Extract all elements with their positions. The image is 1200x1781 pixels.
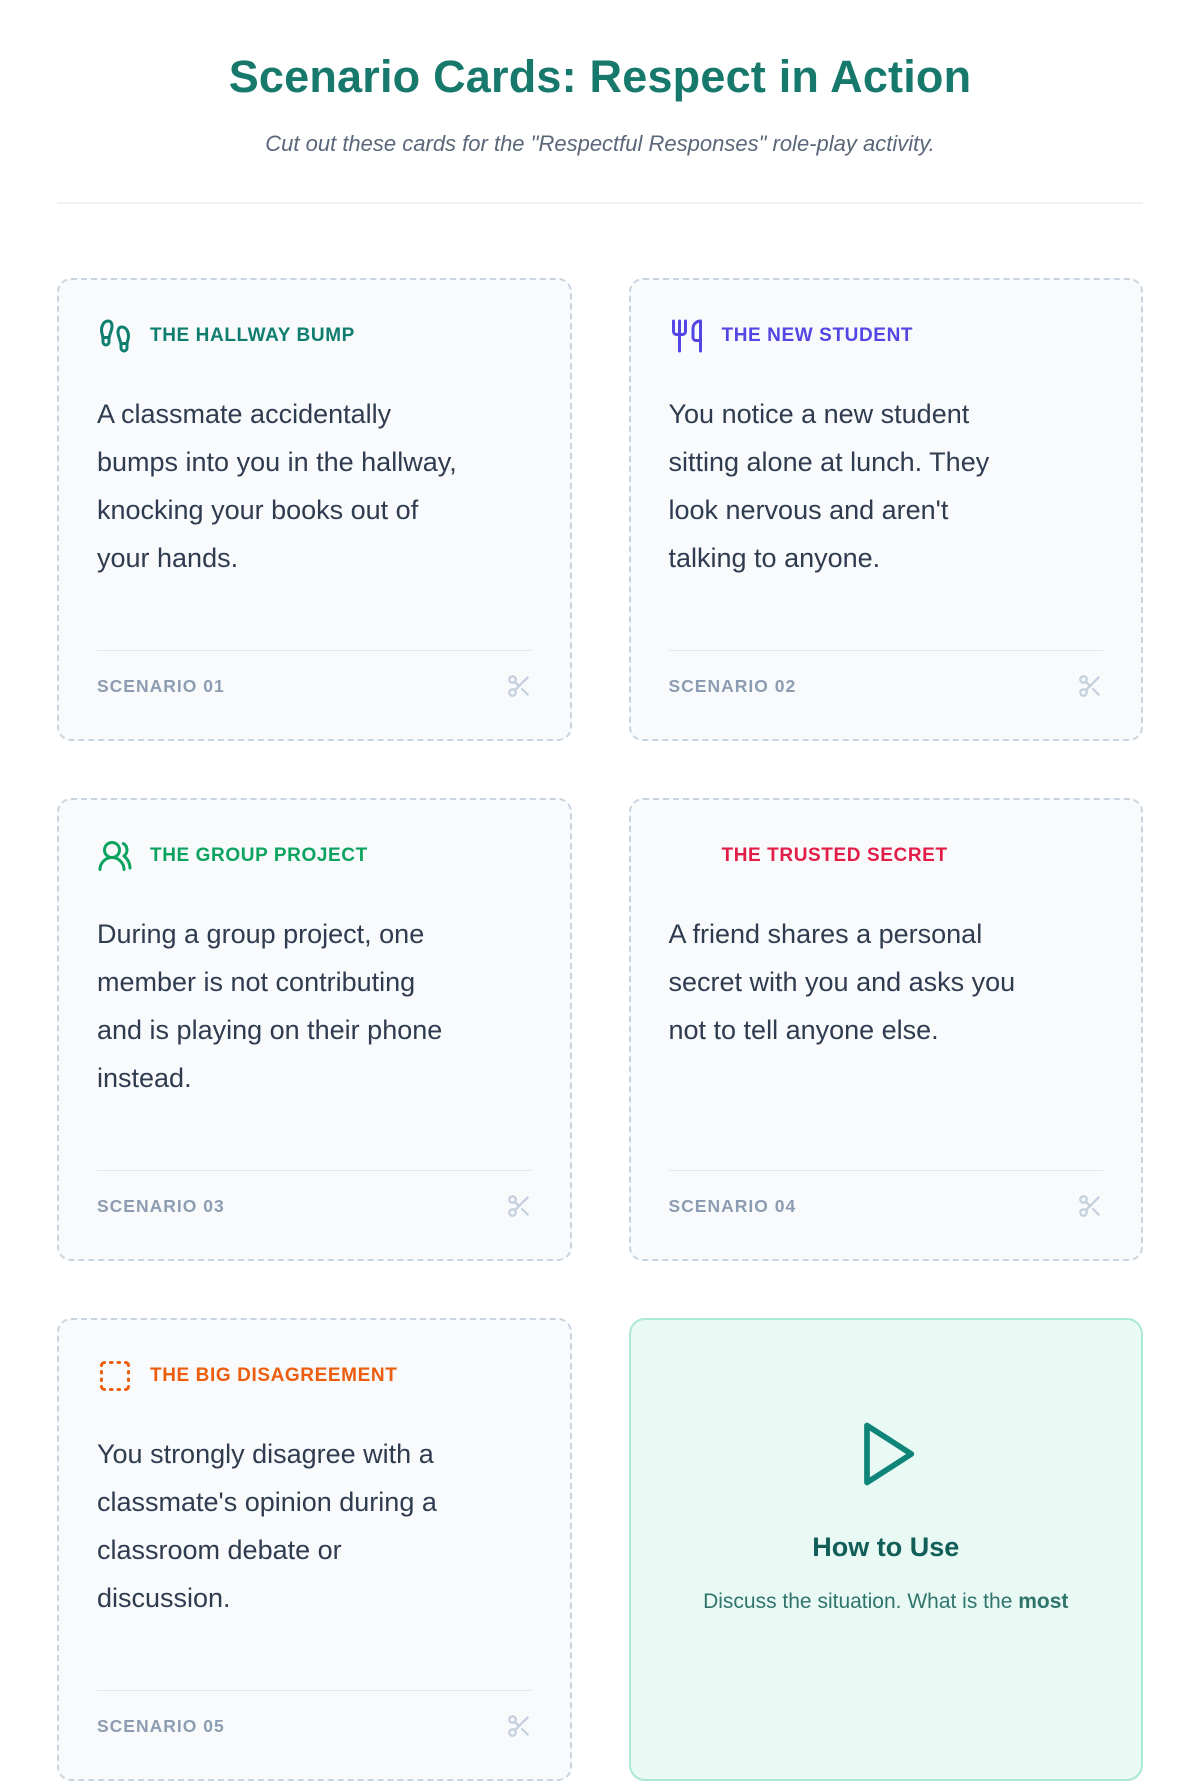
- card-footer: SCENARIO 05: [97, 1690, 532, 1739]
- empty-icon-slot: [669, 838, 705, 874]
- card-header: THE NEW STUDENT: [669, 318, 1104, 354]
- scenario-label: SCENARIO 01: [97, 675, 225, 696]
- card-title: THE TRUSTED SECRET: [721, 845, 948, 866]
- card-title: THE GROUP PROJECT: [150, 845, 368, 866]
- card-header: THE TRUSTED SECRET: [669, 838, 1104, 874]
- howto-body-prefix: Discuss the situation. What is the: [703, 1590, 1019, 1613]
- card-body-text: During a group project, one member is no…: [97, 919, 443, 1093]
- card-footer: SCENARIO 04: [668, 1170, 1103, 1219]
- users-icon: [97, 838, 133, 874]
- page-header: Scenario Cards: Respect in Action Cut ou…: [57, 0, 1143, 204]
- card-title: THE BIG DISAGREEMENT: [150, 1365, 398, 1386]
- howto-title: How to Use: [812, 1532, 960, 1562]
- utensils-icon: [669, 318, 705, 354]
- card-footer: SCENARIO 01: [97, 650, 532, 699]
- scissors-icon: [506, 1713, 532, 1739]
- card-header: THE GROUP PROJECT: [97, 838, 532, 874]
- card-footer: SCENARIO 02: [668, 650, 1103, 699]
- card-header: THE HALLWAY BUMP: [97, 318, 532, 354]
- card-footer: SCENARIO 03: [97, 1170, 532, 1219]
- card-title: THE NEW STUDENT: [721, 325, 914, 346]
- howto-body-text: Discuss the situation. What is the most: [703, 1586, 1068, 1618]
- scissors-icon: [1077, 673, 1103, 699]
- card-body-text: A classmate accidentally bumps into you …: [97, 399, 457, 573]
- card-title: THE HALLWAY BUMP: [150, 325, 355, 346]
- card-body-text: You notice a new student sitting alone a…: [668, 399, 990, 573]
- footprints-icon: [97, 318, 133, 354]
- scissors-icon: [506, 1193, 532, 1219]
- scenario-card-trusted-secret: THE TRUSTED SECRET A friend shares a per…: [628, 798, 1143, 1261]
- scenario-card-group-project: THE GROUP PROJECT During a group project…: [57, 798, 572, 1261]
- scissors-icon: [506, 673, 532, 699]
- card-grid: THE HALLWAY BUMP A classmate accidentall…: [57, 278, 1143, 1781]
- scenario-label: SCENARIO 04: [668, 1195, 797, 1216]
- scenario-label: SCENARIO 05: [97, 1715, 225, 1736]
- scenario-label: SCENARIO 02: [668, 675, 797, 696]
- card-header: THE BIG DISAGREEMENT: [97, 1358, 532, 1394]
- header-divider: [57, 202, 1143, 204]
- scenario-card-hallway-bump: THE HALLWAY BUMP A classmate accidentall…: [57, 278, 572, 741]
- page-subtitle: Cut out these cards for the "Respectful …: [265, 131, 935, 156]
- play-icon: [848, 1416, 924, 1492]
- card-body-text: A friend shares a personal secret with y…: [668, 919, 1016, 1045]
- scissors-icon: [1077, 1193, 1103, 1219]
- scenario-label: SCENARIO 03: [97, 1195, 225, 1216]
- how-to-use-card: How to Use Discuss the situation. What i…: [628, 1318, 1143, 1781]
- page-title: Scenario Cards: Respect in Action: [228, 51, 972, 102]
- card-body-text: You strongly disagree with a classmate's…: [97, 1439, 437, 1613]
- howto-body-bold: most: [1018, 1590, 1069, 1613]
- dashed-square-icon: [97, 1358, 133, 1394]
- scenario-card-new-student: THE NEW STUDENT You notice a new student…: [628, 278, 1143, 741]
- scenario-card-big-disagreement: THE BIG DISAGREEMENT You strongly disagr…: [57, 1318, 572, 1781]
